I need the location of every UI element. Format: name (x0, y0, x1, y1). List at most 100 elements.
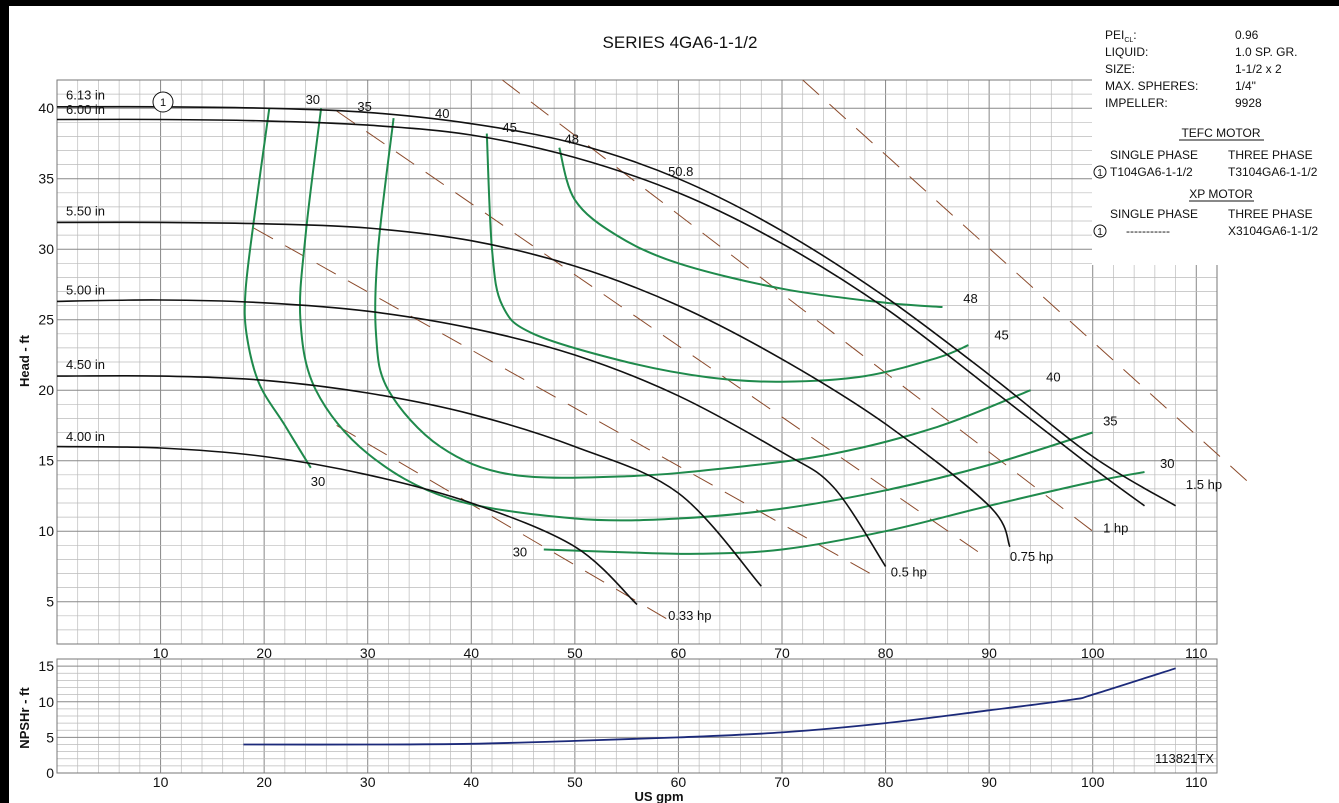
npsh-x-tick-label: 90 (981, 774, 997, 790)
main-grid (56, 79, 1218, 645)
npsh-y-tick-label: 10 (38, 694, 54, 710)
impeller-curve (56, 299, 887, 567)
efficiency-curve (558, 147, 943, 308)
info-value-liquid: 1.0 SP. GR. (1235, 45, 1297, 59)
efficiency-label: 48 (565, 131, 579, 146)
xp-three-heading: THREE PHASE (1228, 207, 1313, 221)
impeller-curve (56, 374, 762, 587)
y-tick-label: 40 (38, 100, 54, 116)
npsh-y-tick-label: 5 (46, 729, 54, 745)
impeller-label: 5.50 in (66, 203, 105, 218)
y-tick-label: 25 (38, 312, 54, 328)
efficiency-curve (543, 471, 1145, 555)
x-tick-label: 30 (360, 645, 376, 661)
efficiency-label: 35 (357, 99, 371, 114)
npsh-grid-border (56, 658, 1218, 774)
info-pei-text: PEI (1105, 28, 1124, 42)
x-tick-label: 10 (153, 645, 169, 661)
power-label: 1 hp (1103, 521, 1128, 536)
efficiency-label: 40 (1046, 370, 1060, 385)
tefc-three-model: T3104GA6-1-1/2 (1228, 165, 1318, 179)
impeller-curve (56, 118, 1145, 507)
power-line (253, 227, 876, 577)
efficiency-curve (485, 133, 969, 383)
xp-single-heading: SINGLE PHASE (1110, 207, 1198, 221)
tefc-single-heading: SINGLE PHASE (1110, 148, 1198, 162)
x-tick-label: 70 (774, 645, 790, 661)
curve-labels: 6.13 in6.00 in 5.50 in 5.00 in 4.50 in 4.00 … (66, 88, 1222, 623)
npsh-x-tick-label: 30 (360, 774, 376, 790)
x-tick-label: 80 (878, 645, 894, 661)
efficiency-curve (298, 108, 1093, 522)
chart-sheet: 5 10 15 20 25 30 35 40 10 20 30 40 50 60 70 80 90 100 110 0… (9, 6, 1339, 803)
xp-three-model: X3104GA6-1-1/2 (1228, 224, 1318, 238)
x-tick-label: 20 (256, 645, 272, 661)
tefc-callout-circle (1093, 165, 1107, 179)
x-tick-label: 40 (463, 645, 479, 661)
info-label-pei: PEICL: (1105, 28, 1137, 44)
x-tick-label: 60 (671, 645, 687, 661)
impeller-curve (56, 221, 1011, 548)
npsh-x-tick-label: 40 (463, 774, 479, 790)
efficiency-label: 30 (1160, 456, 1174, 471)
npsh-curve-group (243, 667, 1176, 746)
power-line (502, 79, 1094, 532)
tefc-single-model: T104GA6-1-1/2 (1110, 165, 1193, 179)
info-value-size: 1-1/2 x 2 (1235, 62, 1282, 76)
info-value-spheres: 1/4" (1235, 79, 1256, 93)
npsh-x-tick-label: 50 (567, 774, 583, 790)
info-panel: PEICL: 0.96 LIQUID: 1.0 SP. GR. SIZE: 1-… (1093, 28, 1318, 238)
power-line (336, 110, 990, 560)
impeller-label: 5.00 in (66, 282, 105, 297)
x-axis-label: US gpm (634, 789, 683, 803)
impeller-curve (56, 105, 1177, 507)
npsh-y-axis-label: NPSHr - ft (17, 687, 32, 749)
xp-callout: 1 (1097, 227, 1103, 238)
info-pei-colon: : (1133, 28, 1136, 42)
npsh-y-tick-label: 0 (46, 765, 54, 781)
y-tick-label: 5 (46, 594, 54, 610)
info-panel-bg (1092, 22, 1339, 265)
impeller-curves (56, 105, 1177, 606)
power-label: 0.33 hp (668, 608, 711, 623)
y-axis-label: Head - ft (17, 334, 32, 387)
npsh-x-tick-label: 60 (671, 774, 687, 790)
xp-heading: XP MOTOR (1189, 187, 1253, 201)
y-tick-label: 30 (38, 241, 54, 257)
tefc-three-heading: THREE PHASE (1228, 148, 1313, 162)
power-line (802, 79, 1249, 483)
info-label-liquid: LIQUID: (1105, 45, 1148, 59)
npsh-x-tick-label: 100 (1081, 774, 1105, 790)
power-line (336, 425, 679, 627)
efficiency-label: 35 (1103, 413, 1117, 428)
npsh-y-tick-label: 15 (38, 658, 54, 674)
npsh-x-tick-label: 80 (878, 774, 894, 790)
efficiency-curve (374, 117, 1031, 479)
npsh-x-tick-label: 110 (1185, 774, 1208, 790)
impeller-callout-label: 1 (160, 97, 166, 109)
efficiency-curves (243, 108, 1145, 555)
y-tick-label: 15 (38, 453, 54, 469)
tefc-callout: 1 (1097, 168, 1103, 179)
npsh-x-tick-label: 20 (256, 774, 272, 790)
npsh-grid (56, 658, 1218, 774)
npsh-curve (243, 667, 1176, 746)
info-label-spheres: MAX. SPHERES: (1105, 79, 1198, 93)
efficiency-label: 30 (513, 545, 527, 560)
impeller-label: 6.00 in (66, 102, 105, 117)
main-grid-border (56, 79, 1218, 645)
y-tick-label: 20 (38, 382, 54, 398)
info-label-size: SIZE: (1105, 62, 1135, 76)
xp-single-model: ----------- (1126, 224, 1170, 238)
x-tick-label: 110 (1185, 645, 1208, 661)
y-tick-label: 10 (38, 523, 54, 539)
efficiency-label: 30 (306, 92, 320, 107)
efficiency-label: 48 (963, 291, 977, 306)
power-label: 1.5 hp (1186, 477, 1222, 492)
tefc-heading: TEFC MOTOR (1181, 126, 1260, 140)
efficiency-label: 45 (502, 120, 516, 135)
info-value-pei: 0.96 (1235, 28, 1259, 42)
efficiency-label: 50.8 (668, 164, 693, 179)
y-tick-label: 35 (38, 171, 54, 187)
impeller-curve (56, 445, 638, 606)
